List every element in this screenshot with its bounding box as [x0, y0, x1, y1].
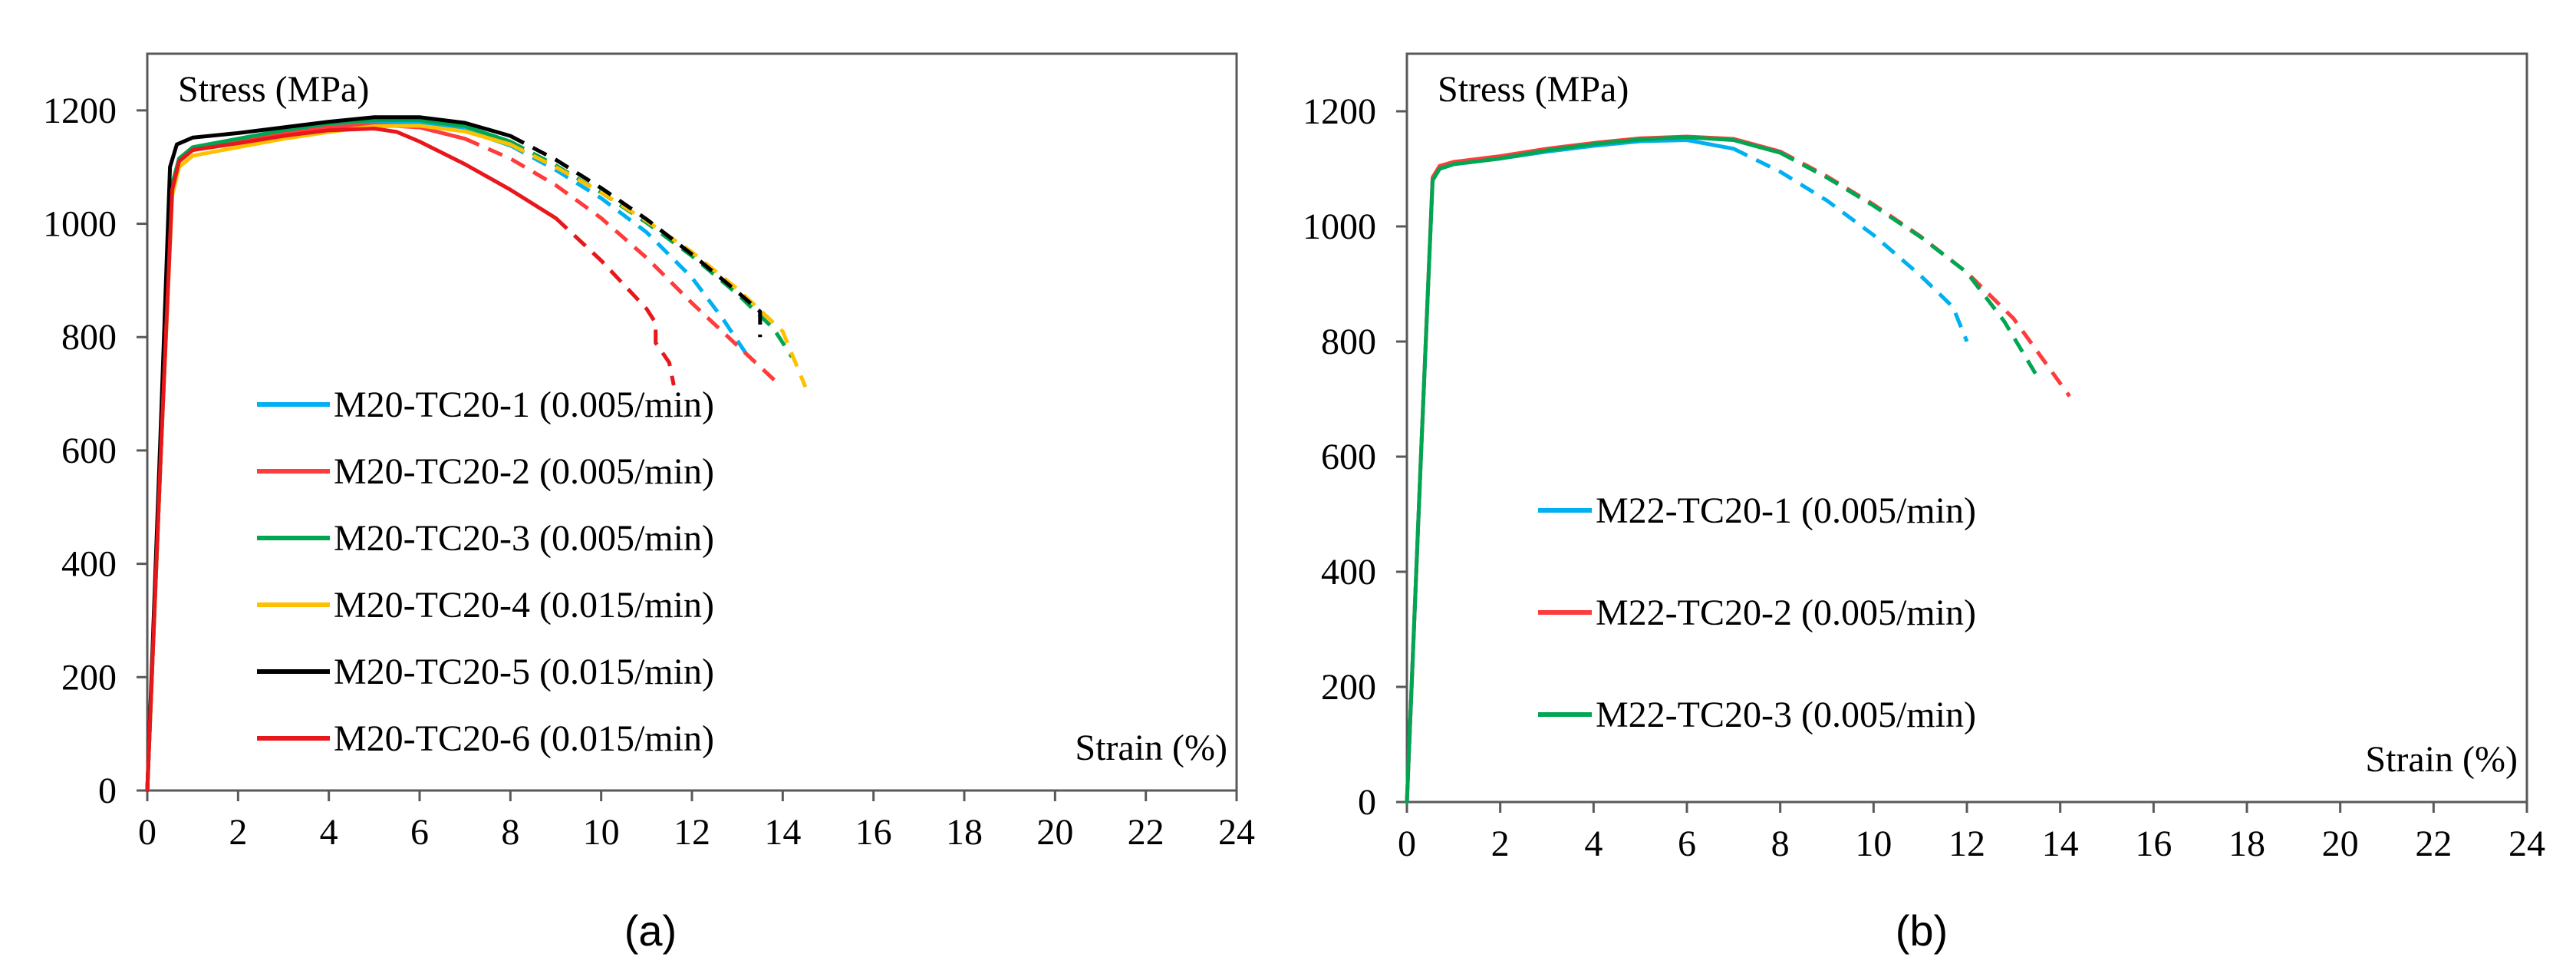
legend-label: M22-TC20-2 (0.005/min) [1596, 592, 1976, 633]
y-tick-label: 600 [1321, 437, 1376, 477]
x-tick-label: 4 [320, 812, 338, 853]
series-line-dashed [464, 137, 780, 385]
x-tick-label: 14 [2042, 824, 2079, 864]
y-axis-label: Stress (MPa) [1438, 69, 1629, 110]
y-tick-label: 400 [61, 544, 117, 585]
series-line-solid [145, 115, 512, 793]
x-tick-label: 18 [2228, 824, 2265, 864]
x-tick-label: 16 [855, 812, 892, 853]
legend: M22-TC20-1 (0.005/min) M22-TC20-2 (0.005/… [1538, 490, 1976, 735]
y-tick-label: 0 [1358, 782, 1376, 823]
x-tick-label: 14 [764, 812, 801, 853]
x-axis-label: Strain (%) [2365, 739, 2518, 780]
series-line-dashed [1732, 147, 1969, 342]
panel-label: (a) [624, 906, 677, 955]
x-tick-label: 10 [583, 812, 620, 853]
legend-label: M20-TC20-2 (0.005/min) [334, 451, 714, 492]
y-tick-label: 600 [61, 431, 117, 471]
series-line-dashed [509, 144, 749, 355]
y-tick-label: 0 [98, 771, 117, 811]
series-line-dashed [509, 142, 808, 388]
x-tick-label: 8 [1771, 824, 1790, 864]
x-tick-label: 20 [1036, 812, 1073, 853]
series-line-dashed [509, 140, 794, 358]
y-tick-label: 800 [61, 317, 117, 358]
legend-label: M20-TC20-1 (0.005/min) [334, 385, 714, 425]
y-tick-label: 200 [61, 657, 117, 698]
x-tick-label: 2 [1491, 824, 1510, 864]
x-tick-label: 12 [674, 812, 710, 853]
y-tick-label: 1200 [1303, 91, 1376, 132]
series-line-dashed [1779, 150, 2039, 378]
legend-label: M20-TC20-3 (0.005/min) [334, 518, 714, 559]
y-tick-label: 800 [1321, 322, 1376, 362]
x-tick-label: 12 [1948, 824, 1985, 864]
x-tick-label: 20 [2322, 824, 2359, 864]
legend-label: M20-TC20-4 (0.015/min) [334, 585, 714, 625]
series-line-dashed [554, 216, 676, 386]
x-tick-label: 22 [1128, 812, 1164, 853]
legend-label: M20-TC20-5 (0.015/min) [334, 652, 714, 692]
chart-panel-a: 0 2 4 6 8 10 12 14 16 18 20 22 240200400600800100012… [43, 52, 1255, 955]
y-tick-label: 400 [1321, 552, 1376, 592]
y-axis-label: Stress (MPa) [178, 69, 369, 110]
legend: M20-TC20-1 (0.005/min) M20-TC20-2 (0.005/… [257, 385, 714, 759]
x-tick-label: 8 [501, 812, 519, 853]
chart-panel-b: 0 2 4 6 8 10 12 14 16 18 20 22 240200400600800100012… [1303, 52, 2545, 955]
x-tick-label: 2 [229, 812, 247, 853]
y-tick-label: 1000 [43, 204, 117, 245]
x-tick-label: 10 [1855, 824, 1892, 864]
legend-label: M22-TC20-3 (0.005/min) [1596, 695, 1976, 735]
x-axis-label: Strain (%) [1075, 728, 1227, 768]
x-tick-label: 24 [2508, 824, 2545, 864]
y-tick-label: 1000 [1303, 206, 1376, 247]
x-tick-label: 22 [2415, 824, 2452, 864]
series-6 [145, 127, 676, 793]
y-tick-label: 200 [1321, 667, 1376, 708]
y-tick-label: 1200 [43, 91, 117, 131]
x-tick-label: 6 [1678, 824, 1696, 864]
legend-label: M20-TC20-6 (0.015/min) [334, 718, 714, 759]
series-3 [1405, 135, 2039, 804]
series-5 [145, 115, 763, 793]
series-line-solid [145, 127, 558, 793]
x-tick-label: 18 [946, 812, 983, 853]
x-tick-label: 16 [2135, 824, 2172, 864]
legend-label: M22-TC20-1 (0.005/min) [1596, 490, 1976, 531]
plot-frame [1405, 52, 2528, 804]
x-tick-label: 0 [138, 812, 156, 853]
x-tick-label: 0 [1398, 824, 1416, 864]
x-tick-label: 6 [410, 812, 429, 853]
panel-label: (b) [1896, 906, 1948, 955]
x-tick-label: 24 [1218, 812, 1255, 853]
series-line-dashed [1779, 150, 2071, 398]
series-line-dashed [509, 134, 763, 338]
x-tick-label: 4 [1584, 824, 1603, 864]
series-line-solid [1405, 135, 1783, 804]
